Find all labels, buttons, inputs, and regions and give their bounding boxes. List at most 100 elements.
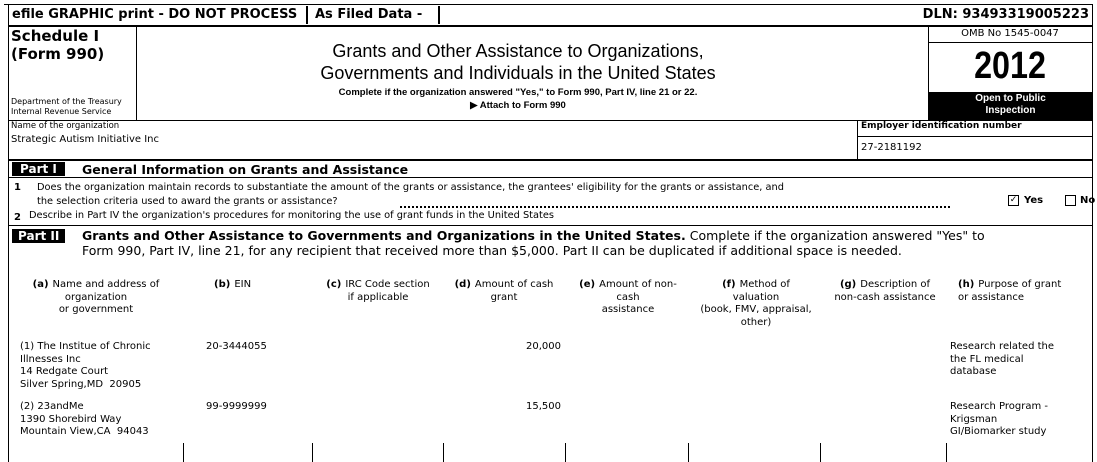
column-letter: (c) bbox=[326, 279, 342, 290]
column-rule bbox=[443, 443, 444, 462]
org-ein: 27-2181192 bbox=[861, 142, 922, 153]
line-text: the selection criteria used to award the… bbox=[37, 196, 338, 207]
recipient-name-address: Silver Spring,MD 20905 bbox=[20, 378, 142, 390]
column-header: or assistance bbox=[958, 291, 1024, 303]
line-text: Does the organization maintain records t… bbox=[37, 182, 784, 193]
grant-purpose: the FL medical bbox=[950, 353, 1024, 365]
no-label: No bbox=[1080, 195, 1096, 206]
recipient-name-address: 1390 Shorebird Way bbox=[20, 413, 122, 425]
column-text: Purpose of grant bbox=[978, 279, 1062, 290]
tax-year: 2012 bbox=[974, 45, 1046, 87]
line-text: Describe in Part IV the organization's p… bbox=[29, 210, 554, 221]
attach: ▶ Attach to Form 990 bbox=[470, 100, 566, 111]
column-header: non-cash assistance bbox=[834, 291, 936, 303]
filed-label: As Filed Data - bbox=[315, 7, 423, 22]
recipient-name-address: Mountain View,CA 94043 bbox=[20, 426, 149, 437]
rule bbox=[136, 27, 137, 120]
column-header: (e) Amount of non- bbox=[579, 279, 677, 291]
rule bbox=[1092, 4, 1093, 462]
part-title: General Information on Grants and Assist… bbox=[82, 162, 409, 177]
column-letter: (h) bbox=[958, 279, 975, 290]
grant-purpose: Krigsman bbox=[950, 413, 998, 425]
column-rule bbox=[688, 443, 689, 462]
checkbox: ✓ bbox=[1008, 195, 1019, 206]
column-rule bbox=[312, 443, 313, 462]
org-name: Strategic Autism Initiative Inc bbox=[11, 134, 160, 145]
rule bbox=[857, 120, 858, 160]
form-title: Grants and Other Assistance to Organizat… bbox=[332, 41, 704, 61]
column-header: other) bbox=[740, 316, 772, 328]
line-number: 2 bbox=[14, 212, 21, 223]
column-letter: (e) bbox=[579, 279, 596, 290]
rule bbox=[857, 136, 1093, 137]
rule bbox=[306, 6, 308, 24]
column-text: IRC Code section bbox=[345, 279, 430, 290]
column-header: organization bbox=[64, 291, 128, 303]
column-letter: (a) bbox=[32, 279, 49, 290]
cash-grant: 20,000 bbox=[526, 341, 561, 352]
rule bbox=[8, 4, 9, 462]
recipient-name-address: (2) 23andMe bbox=[20, 401, 84, 412]
grant-purpose: Research Program - bbox=[950, 401, 1049, 412]
column-text: Method of bbox=[739, 279, 790, 290]
column-header: (b) EIN bbox=[214, 279, 251, 291]
inspection-text: Inspection bbox=[985, 105, 1036, 116]
checkbox bbox=[1065, 195, 1076, 206]
column-header: (d) Amount of cash bbox=[455, 279, 554, 291]
recipient-ein: 99-9999999 bbox=[206, 401, 267, 412]
rule bbox=[4, 4, 1093, 5]
dot-leader bbox=[400, 206, 950, 208]
org-name-label: Name of the organization bbox=[11, 121, 120, 131]
column-header: (h) Purpose of grant bbox=[958, 279, 1061, 291]
column-text: Amount of non- bbox=[599, 279, 677, 290]
column-header: (a) Name and address of bbox=[33, 279, 160, 291]
department: Internal Revenue Service bbox=[11, 107, 112, 116]
part-intro: Grants and Other Assistance to Governmen… bbox=[82, 228, 985, 243]
column-header: (g) Description of bbox=[840, 279, 930, 291]
rule bbox=[928, 42, 1092, 43]
line-number: 1 bbox=[14, 182, 21, 193]
rule bbox=[8, 159, 1093, 161]
inspection-box: Open to Public Inspection bbox=[929, 92, 1092, 120]
rule bbox=[928, 27, 929, 120]
recipient-ein: 20-3444055 bbox=[206, 341, 267, 352]
schedule: Schedule I bbox=[11, 27, 100, 45]
rule bbox=[8, 225, 1093, 226]
column-text: Name and address of bbox=[52, 279, 160, 290]
column-text: EIN bbox=[234, 279, 252, 290]
part-title: Grants and Other Assistance to Governmen… bbox=[82, 228, 686, 243]
column-header: grant bbox=[490, 291, 518, 303]
rule bbox=[8, 25, 1093, 27]
column-letter: (b) bbox=[214, 279, 231, 290]
column-header: if applicable bbox=[347, 291, 409, 303]
column-rule bbox=[946, 443, 947, 462]
inspection-text: Open to Public bbox=[975, 93, 1046, 104]
column-header: or government bbox=[58, 304, 134, 315]
ein-label: Employer identification number bbox=[861, 121, 1022, 131]
recipient-name-address: 14 Redgate Court bbox=[20, 366, 109, 377]
grant-purpose: Research related the bbox=[950, 341, 1055, 352]
part-label: Part II bbox=[12, 229, 66, 243]
grant-purpose: GI/Biomarker study bbox=[950, 426, 1047, 437]
column-text: Description of bbox=[860, 279, 931, 290]
department: Department of the Treasury bbox=[11, 97, 122, 106]
cash-grant: 15,500 bbox=[526, 401, 561, 412]
instruction: Complete if the organization answered "Y… bbox=[338, 87, 698, 98]
rule bbox=[438, 6, 440, 24]
form-number: (Form 990) bbox=[11, 45, 105, 63]
column-header: (c) IRC Code section bbox=[326, 279, 429, 291]
column-header: cash bbox=[616, 291, 640, 303]
column-header: assistance bbox=[601, 304, 655, 315]
dln: DLN: 93493319005223 bbox=[922, 7, 1089, 22]
recipient-name-address: Illnesses Inc bbox=[20, 353, 81, 365]
rule bbox=[8, 177, 1093, 178]
column-text: Amount of cash bbox=[474, 279, 554, 290]
yes-label: Yes bbox=[1024, 195, 1044, 206]
column-letter: (d) bbox=[454, 279, 471, 290]
column-letter: (f) bbox=[722, 279, 736, 290]
column-header: (book, FMV, appraisal, bbox=[700, 304, 812, 315]
column-rule bbox=[565, 443, 566, 462]
efile-banner: efile GRAPHIC print - DO NOT PROCESS bbox=[12, 7, 298, 22]
grant-purpose: database bbox=[950, 366, 997, 377]
